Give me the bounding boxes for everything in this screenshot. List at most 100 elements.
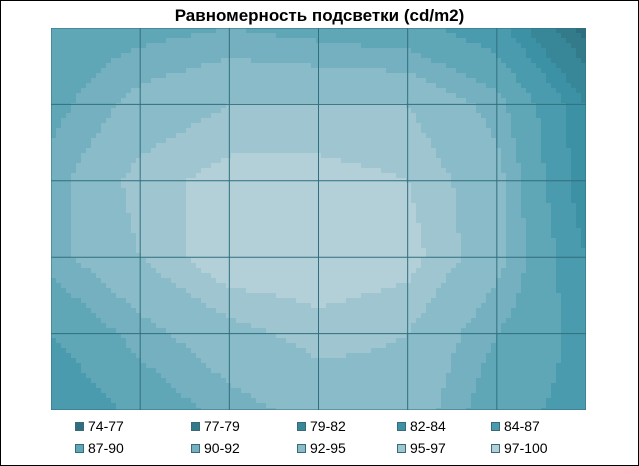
heatmap-cell	[221, 148, 227, 154]
heatmap-cell	[76, 243, 82, 249]
heatmap-cell	[361, 203, 367, 209]
heatmap-cell	[56, 258, 62, 264]
heatmap-cell	[171, 168, 177, 174]
heatmap-cell	[256, 98, 262, 104]
heatmap-cell	[511, 148, 517, 154]
heatmap-cell	[541, 253, 547, 259]
heatmap-cell	[296, 253, 302, 259]
heatmap-cell	[51, 138, 57, 144]
heatmap-cell	[476, 108, 482, 114]
heatmap-cell	[136, 248, 142, 254]
heatmap-cell	[521, 128, 527, 134]
heatmap-cell	[221, 208, 227, 214]
heatmap-cell	[461, 248, 467, 254]
heatmap-cell	[301, 238, 307, 244]
heatmap-cell	[91, 218, 97, 224]
heatmap-cell	[366, 33, 372, 39]
heatmap-cell	[56, 133, 62, 139]
heatmap-cell	[386, 158, 392, 164]
heatmap-cell	[441, 238, 447, 244]
heatmap-cell	[486, 143, 492, 149]
heatmap-cell	[561, 153, 567, 159]
heatmap-cell	[441, 208, 447, 214]
heatmap-cell	[336, 203, 342, 209]
heatmap-cell	[106, 258, 112, 264]
heatmap-cell	[376, 28, 382, 34]
heatmap-cell	[461, 48, 467, 54]
heatmap-cell	[561, 233, 567, 239]
heatmap-cell	[71, 118, 77, 124]
heatmap-cell	[521, 238, 527, 244]
heatmap-cell	[141, 173, 147, 179]
heatmap-cell	[256, 128, 262, 134]
heatmap-cell	[531, 213, 537, 219]
heatmap-cell	[516, 203, 522, 209]
heatmap-cell	[286, 213, 292, 219]
heatmap-cell	[266, 93, 272, 99]
heatmap-cell	[386, 223, 392, 229]
heatmap-cell	[216, 53, 222, 59]
heatmap-cell	[511, 193, 517, 199]
heatmap-cell	[496, 48, 502, 54]
heatmap-cell	[506, 38, 512, 44]
heatmap-cell	[141, 58, 147, 64]
heatmap-cell	[381, 148, 387, 154]
heatmap-cell	[81, 158, 87, 164]
heatmap-cell	[436, 28, 442, 34]
heatmap-cell	[466, 38, 472, 44]
heatmap-cell	[451, 108, 457, 114]
heatmap-cell	[341, 108, 347, 114]
heatmap-cell	[246, 58, 252, 64]
heatmap-cell	[326, 88, 332, 94]
heatmap-cell	[131, 248, 137, 254]
heatmap-cell	[81, 218, 87, 224]
heatmap-cell	[486, 58, 492, 64]
heatmap-cell	[556, 43, 562, 49]
heatmap-cell	[471, 218, 477, 224]
heatmap-cell	[416, 73, 422, 79]
heatmap-cell	[201, 78, 207, 84]
heatmap-cell	[291, 103, 297, 109]
heatmap-cell	[501, 113, 507, 119]
heatmap-cell	[136, 73, 142, 79]
heatmap-cell	[131, 88, 137, 94]
heatmap-cell	[386, 228, 392, 234]
heatmap-cell	[236, 133, 242, 139]
heatmap-cell	[196, 108, 202, 114]
heatmap-cell	[486, 198, 492, 204]
heatmap-cell	[506, 118, 512, 124]
heatmap-cell	[246, 203, 252, 209]
heatmap-cell	[111, 193, 117, 199]
heatmap-cell	[381, 68, 387, 74]
heatmap-cell	[116, 28, 122, 34]
heatmap-cell	[556, 28, 562, 34]
heatmap-cell	[481, 133, 487, 139]
heatmap-cell	[271, 28, 277, 34]
heatmap-cell	[136, 43, 142, 49]
heatmap-cell	[386, 88, 392, 94]
heatmap-cell	[206, 58, 212, 64]
heatmap-cell	[421, 233, 427, 239]
heatmap-cell	[566, 103, 572, 109]
heatmap-cell	[171, 218, 177, 224]
heatmap-cell	[561, 198, 567, 204]
heatmap-cell	[51, 98, 57, 104]
heatmap-cell	[356, 63, 362, 69]
heatmap-cell	[231, 48, 237, 54]
heatmap-cell	[286, 223, 292, 229]
heatmap-cell	[311, 188, 317, 194]
heatmap-cell	[391, 218, 397, 224]
heatmap-cell	[421, 248, 427, 254]
heatmap-cell	[506, 73, 512, 79]
heatmap-cell	[236, 88, 242, 94]
heatmap-cell	[531, 78, 537, 84]
heatmap-cell	[146, 123, 152, 129]
heatmap-cell	[281, 203, 287, 209]
heatmap-cell	[146, 228, 152, 234]
heatmap-cell	[286, 118, 292, 124]
heatmap-cell	[331, 258, 337, 264]
heatmap-cell	[361, 93, 367, 99]
heatmap-cell	[91, 93, 97, 99]
heatmap-cell	[491, 98, 497, 104]
heatmap-cell	[206, 93, 212, 99]
